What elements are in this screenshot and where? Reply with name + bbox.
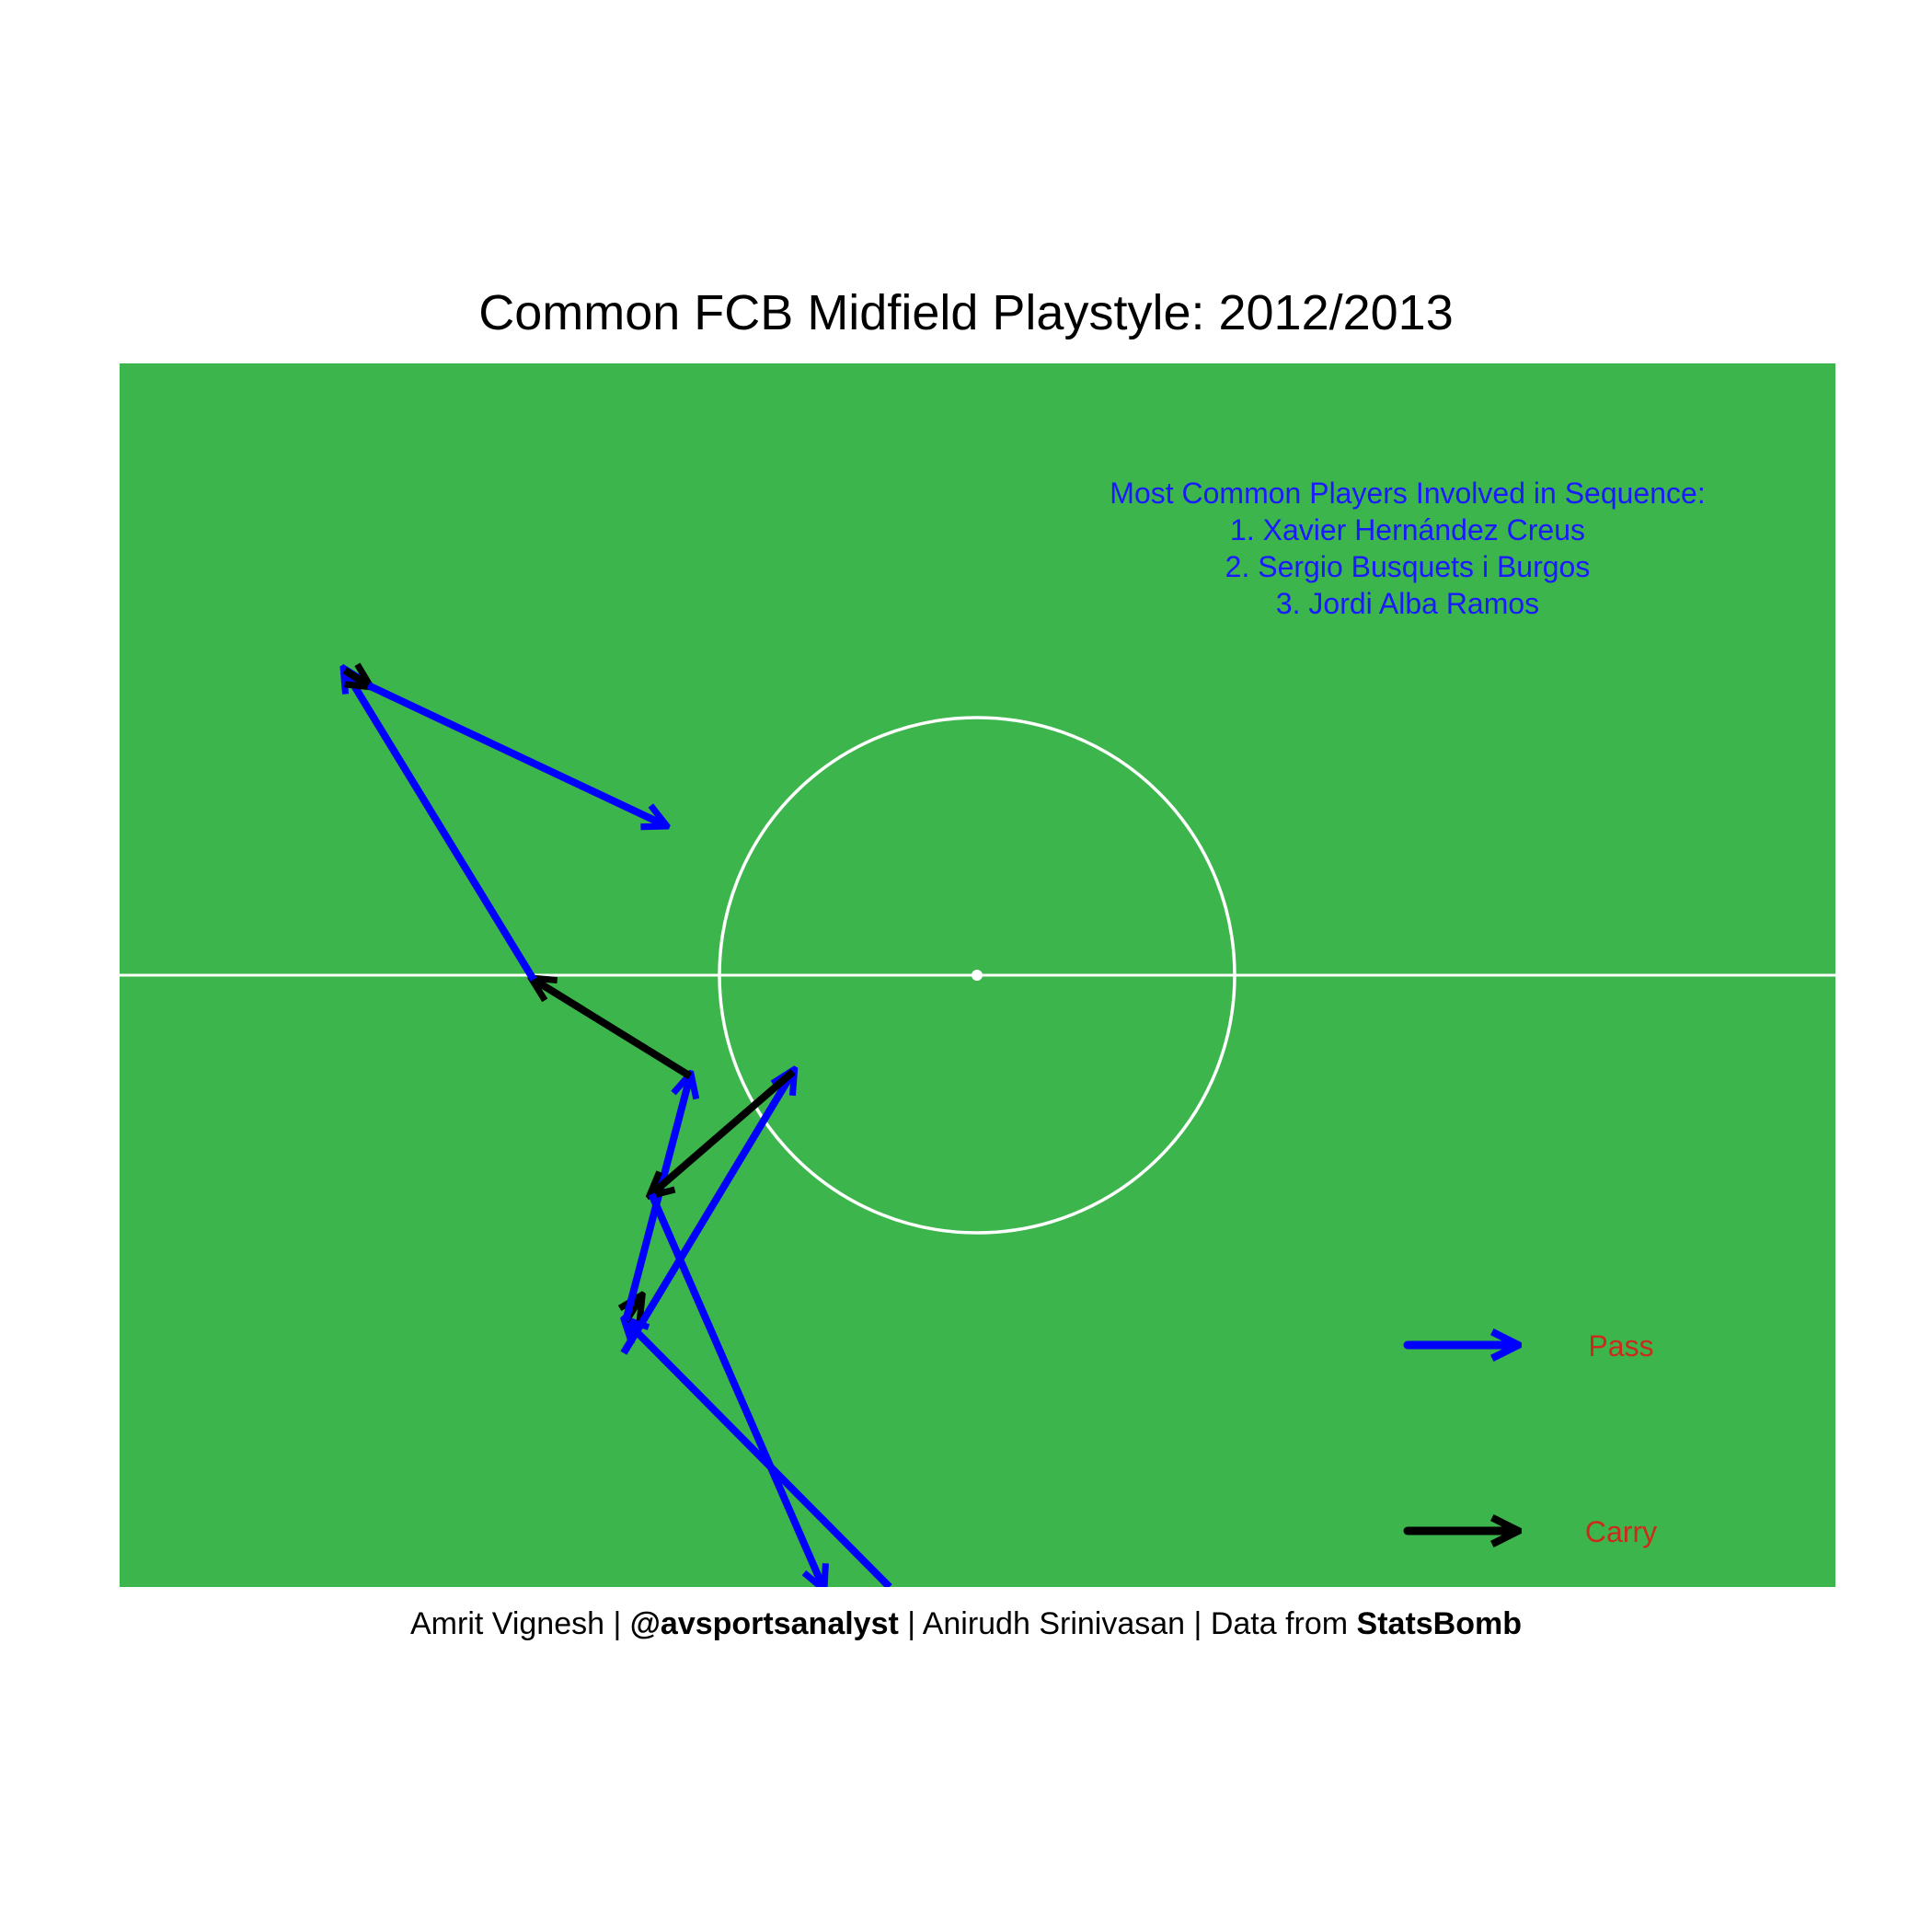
annotation-player-3: 3. Jordi Alba Ramos [1276, 587, 1539, 620]
center-circle [718, 716, 1236, 1235]
annotation-player-2: 2. Sergio Busquets i Burgos [1225, 550, 1591, 583]
pass-arrow-7 [366, 682, 664, 825]
caption: Amrit Vignesh | @avsportsanalyst | Aniru… [410, 1606, 1522, 1641]
caption-author: Amrit Vignesh [410, 1606, 605, 1641]
center-spot [972, 970, 983, 981]
pass-arrow-8 [620, 1072, 793, 1355]
annotation-heading: Most Common Players Involved in Sequence… [1110, 477, 1705, 510]
legend-pass-label: Pass [1588, 1329, 1653, 1363]
pass-arrow-5 [345, 671, 537, 982]
legend: Pass Carry [1403, 1329, 1657, 1548]
caption-data-prefix: Data from [1210, 1606, 1349, 1641]
annotation-player-1: 1. Xavier Hernández Creus [1230, 513, 1585, 546]
carry-arrow-4 [534, 980, 693, 1080]
event-arrows [342, 671, 892, 1587]
caption-coauthor: Anirudh Srinivasan [922, 1606, 1186, 1641]
legend-carry-label: Carry [1585, 1515, 1657, 1548]
carry-arrow-9 [651, 1068, 796, 1194]
chart-title: Common FCB Midfield Playstyle: 2012/2013 [478, 285, 1454, 340]
pass-arrow-10 [648, 1192, 823, 1587]
carry-arrow-6 [342, 671, 369, 685]
pass-arrow-1 [626, 1321, 892, 1587]
caption-handle[interactable]: @avsportsanalyst [629, 1606, 899, 1641]
caption-source: StatsBomb [1356, 1606, 1522, 1641]
